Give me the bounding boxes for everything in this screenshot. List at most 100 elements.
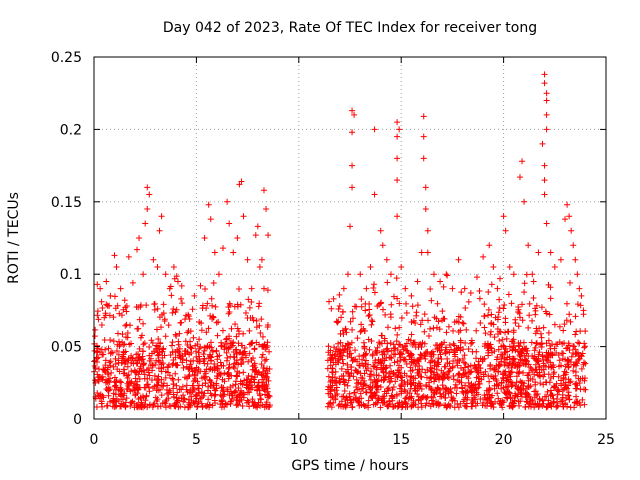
data-point <box>417 373 424 380</box>
data-point <box>345 377 352 384</box>
data-point <box>367 263 374 270</box>
data-point <box>93 404 100 411</box>
data-point <box>368 317 375 324</box>
data-point <box>348 399 355 406</box>
data-point <box>183 363 190 370</box>
data-point <box>263 376 270 383</box>
data-point <box>550 364 557 371</box>
data-point <box>578 292 585 299</box>
data-point <box>481 312 488 319</box>
data-point <box>371 289 378 296</box>
data-point <box>115 357 122 364</box>
data-point <box>459 319 466 326</box>
data-point <box>572 256 579 263</box>
data-point <box>443 344 449 351</box>
data-point <box>458 374 465 381</box>
data-point <box>139 353 146 360</box>
data-point <box>333 377 340 384</box>
data-point <box>516 343 523 350</box>
data-point <box>383 256 390 263</box>
data-point <box>463 389 470 396</box>
data-point <box>391 293 398 300</box>
data-point <box>222 401 229 408</box>
data-point <box>208 339 215 346</box>
data-point <box>225 365 232 372</box>
data-point <box>116 368 123 375</box>
data-point <box>407 350 414 357</box>
data-point <box>532 305 539 312</box>
data-point <box>464 394 471 401</box>
data-point <box>541 177 548 184</box>
data-point <box>351 389 358 396</box>
data-point <box>232 321 239 328</box>
data-point <box>233 357 240 364</box>
data-point <box>201 390 208 397</box>
data-point <box>231 365 238 372</box>
x-tick-label: 5 <box>192 432 201 448</box>
data-point <box>581 344 588 351</box>
data-point <box>222 336 229 343</box>
data-point <box>393 275 400 282</box>
data-point <box>388 301 395 308</box>
data-point <box>155 365 162 372</box>
x-tick-label: 25 <box>597 432 615 448</box>
data-point <box>104 402 111 409</box>
data-point <box>412 388 419 395</box>
data-point <box>339 343 346 350</box>
data-point <box>228 395 235 402</box>
data-point <box>435 402 442 409</box>
data-point <box>144 184 151 191</box>
data-point <box>392 378 399 385</box>
data-point <box>178 282 185 289</box>
data-point <box>444 272 451 279</box>
data-point <box>123 372 130 379</box>
data-point <box>418 400 425 407</box>
data-point <box>339 393 346 400</box>
data-point <box>402 388 409 395</box>
data-point <box>529 271 536 278</box>
data-point <box>223 357 230 364</box>
data-point <box>240 213 247 220</box>
data-point <box>264 391 271 398</box>
data-point <box>344 340 351 347</box>
data-point <box>474 385 481 392</box>
data-point <box>357 328 364 335</box>
data-point <box>101 367 108 374</box>
data-point <box>169 339 176 346</box>
data-point <box>117 285 124 292</box>
data-point <box>127 402 134 409</box>
data-point <box>384 340 391 347</box>
data-point <box>413 309 420 316</box>
data-point <box>477 319 484 326</box>
data-point <box>499 404 506 411</box>
data-point <box>200 374 207 381</box>
data-point <box>135 355 142 362</box>
data-point <box>102 362 109 369</box>
x-tick-label: 10 <box>290 432 308 448</box>
data-point <box>120 351 127 358</box>
data-point <box>561 386 568 393</box>
data-point <box>521 289 528 296</box>
data-point <box>235 330 242 337</box>
data-point <box>187 402 194 409</box>
data-point <box>150 362 157 369</box>
data-point <box>526 312 533 319</box>
data-point <box>424 227 431 234</box>
data-point <box>215 271 222 278</box>
data-point <box>526 400 533 407</box>
data-point <box>210 314 217 321</box>
y-axis-label: ROTI / TECUs <box>6 192 22 284</box>
data-point <box>567 279 574 286</box>
data-point <box>259 343 266 350</box>
data-point <box>504 328 511 335</box>
data-point <box>369 318 376 325</box>
data-point <box>112 305 119 312</box>
data-point <box>158 376 165 383</box>
data-point <box>486 378 493 385</box>
data-point <box>209 313 216 320</box>
data-point <box>366 312 373 319</box>
y-tick-label: 0.15 <box>51 195 82 211</box>
data-point <box>482 396 489 403</box>
data-point <box>325 343 332 350</box>
data-point <box>128 352 135 359</box>
